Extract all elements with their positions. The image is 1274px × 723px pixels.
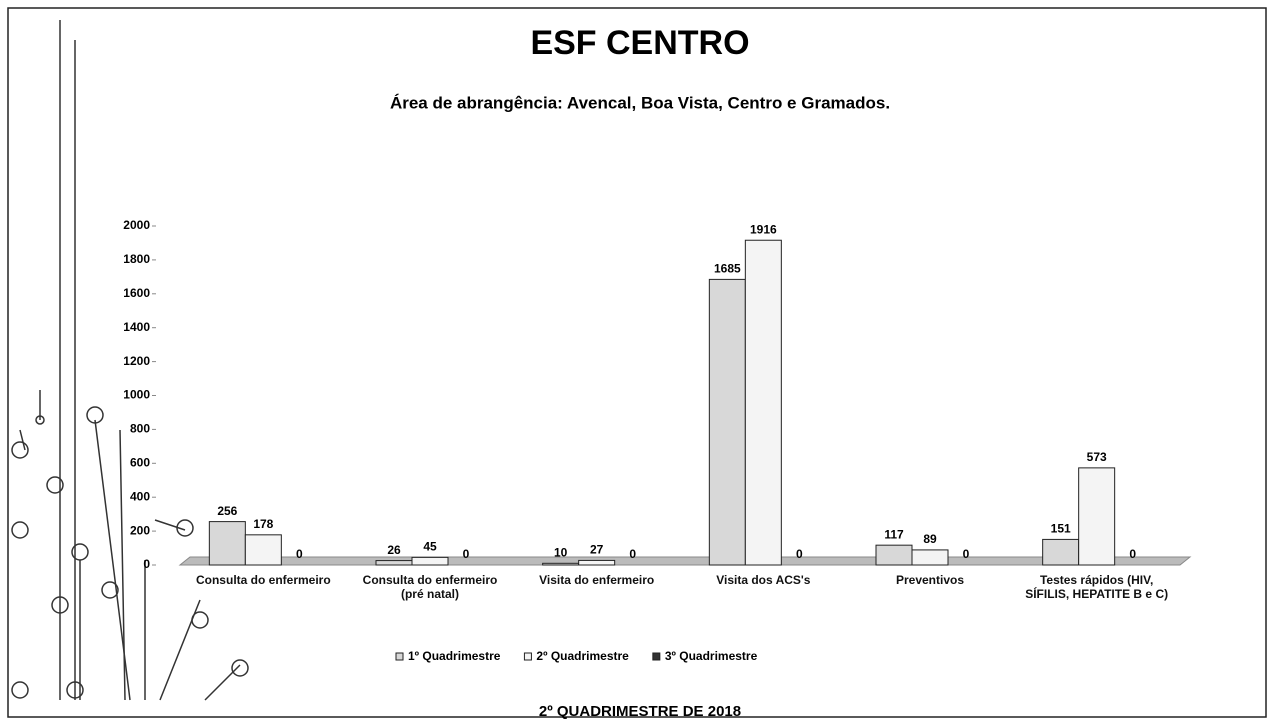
bar xyxy=(542,562,580,566)
bar xyxy=(911,549,949,566)
x-tick-label: Visita do enfermeiro xyxy=(539,573,655,587)
bar xyxy=(411,556,449,566)
x-tick-label: Consulta do enfermeiro (pré natal) xyxy=(362,573,498,601)
value-label: 117 xyxy=(884,527,904,541)
value-label: 573 xyxy=(1087,450,1107,464)
value-label: 178 xyxy=(253,517,273,531)
frame xyxy=(7,7,1267,718)
bar xyxy=(244,534,282,566)
value-label: 256 xyxy=(217,504,237,518)
x-tick-label: Consulta do enfermeiro xyxy=(195,573,331,587)
bar xyxy=(708,278,746,566)
legend-label: 3º Quadrimestre xyxy=(665,649,758,663)
y-tick-label: 400 xyxy=(130,489,150,503)
value-label: 1916 xyxy=(750,222,777,236)
y-tick-label: 2000 xyxy=(123,218,150,232)
value-label: 0 xyxy=(629,547,636,561)
bar xyxy=(744,239,782,566)
legend-label: 2º Quadrimestre xyxy=(536,649,629,663)
value-label: 26 xyxy=(387,543,401,557)
legend-swatch xyxy=(523,652,532,661)
y-tick-label: 0 xyxy=(143,557,150,571)
x-tick-label: Testes rápidos (HIV, SÍFILIS, HEPATITE B… xyxy=(1025,573,1169,601)
value-label: 0 xyxy=(963,547,970,561)
bar xyxy=(208,521,246,566)
y-tick-label: 1600 xyxy=(123,286,150,300)
y-tick-label: 200 xyxy=(130,523,150,537)
value-label: 89 xyxy=(923,532,937,546)
bar xyxy=(578,559,616,566)
legend-swatch xyxy=(652,652,661,661)
value-label: 10 xyxy=(554,545,568,559)
value-label: 0 xyxy=(296,547,303,561)
bar xyxy=(375,560,413,566)
x-tick-label: Visita dos ACS's xyxy=(716,573,811,587)
value-label: 27 xyxy=(590,543,604,557)
chart-footer: 2º QUADRIMESTRE DE 2018 xyxy=(539,703,741,720)
y-tick-label: 1800 xyxy=(123,252,150,266)
value-label: 0 xyxy=(463,547,470,561)
decoration xyxy=(11,20,249,701)
legend-swatch xyxy=(395,652,404,661)
floor xyxy=(178,556,1192,566)
value-label: 0 xyxy=(1129,547,1136,561)
y-tick-label: 1400 xyxy=(123,320,150,334)
chart-title: ESF CENTRO xyxy=(530,24,749,62)
bar xyxy=(1078,467,1116,566)
value-label: 1685 xyxy=(714,262,741,276)
x-tick-label: Preventivos xyxy=(895,573,965,587)
value-label: 151 xyxy=(1051,522,1071,536)
bar xyxy=(1042,538,1080,566)
y-tick-label: 1000 xyxy=(123,388,150,402)
y-tick-label: 1200 xyxy=(123,354,150,368)
y-tick-label: 600 xyxy=(130,455,150,469)
value-label: 45 xyxy=(423,540,437,554)
chart-subtitle: Área de abrangência: Avencal, Boa Vista,… xyxy=(390,93,890,112)
value-label: 0 xyxy=(796,547,803,561)
legend-label: 1º Quadrimestre xyxy=(408,649,501,663)
y-tick-label: 800 xyxy=(130,422,150,436)
bar xyxy=(875,544,913,566)
